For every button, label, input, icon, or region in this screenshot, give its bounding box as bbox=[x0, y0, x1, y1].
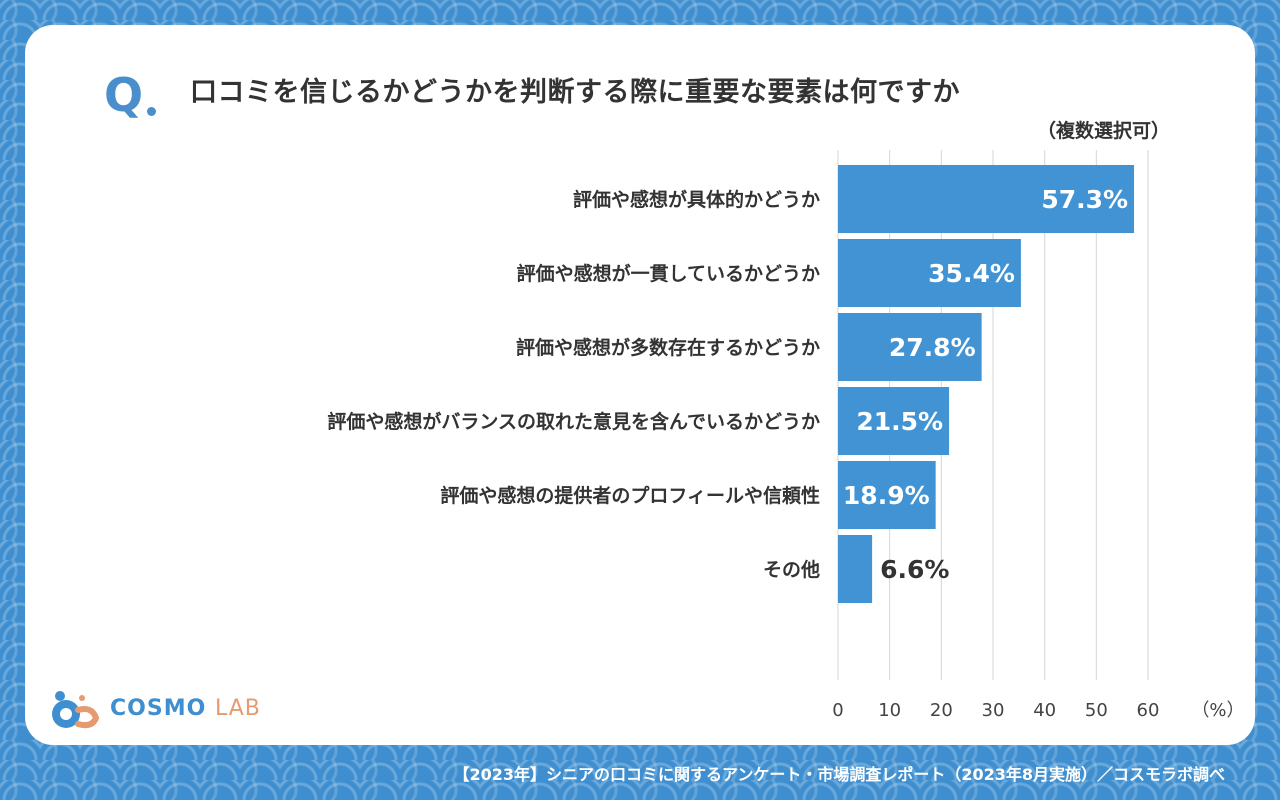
bar bbox=[838, 535, 873, 603]
bar-value-label: 57.3% bbox=[1041, 185, 1128, 214]
category-label: 評価や感想がバランスの取れた意見を含んでいるかどうか bbox=[327, 410, 820, 433]
category-label: 評価や感想が具体的かどうか bbox=[573, 188, 820, 211]
x-tick-label: 30 bbox=[982, 700, 1005, 721]
bar bbox=[838, 387, 950, 455]
bar-value-label: 35.4% bbox=[928, 259, 1015, 288]
question-mark-dot bbox=[147, 107, 156, 116]
x-tick-label: 40 bbox=[1033, 700, 1056, 721]
bar-value-label: 27.8% bbox=[889, 333, 976, 362]
bar-value-label: 18.9% bbox=[843, 481, 930, 510]
category-label: その他 bbox=[763, 558, 820, 581]
logo-mark-icon bbox=[52, 691, 100, 729]
cosmo-lab-logo: COSMO LAB bbox=[48, 688, 260, 732]
card-panel bbox=[25, 25, 1255, 745]
logo-lab: LAB bbox=[214, 696, 261, 721]
bar-value-label: 6.6% bbox=[880, 555, 949, 584]
bar bbox=[838, 165, 1135, 233]
bars: 57.3% 35.4% 27.8% 21.5% 18.9% 6.6% bbox=[838, 165, 1135, 603]
source-footnote: 【2023年】シニアの口コミに関するアンケート・市場調査レポート（2023年8月… bbox=[453, 765, 1225, 784]
x-tick-label: 60 bbox=[1137, 700, 1160, 721]
x-tick-label: 20 bbox=[930, 700, 953, 721]
x-axis-ticks: 0 10 20 30 40 50 60 （%） bbox=[832, 700, 1244, 721]
bar bbox=[838, 461, 936, 529]
x-tick-label: 0 bbox=[832, 700, 843, 721]
bar bbox=[838, 239, 1021, 307]
category-label: 評価や感想が多数存在するかどうか bbox=[516, 336, 820, 359]
question-note: （複数選択可） bbox=[1036, 120, 1170, 142]
x-tick-label: 50 bbox=[1085, 700, 1108, 721]
logo-cosmo: COSMO bbox=[110, 696, 207, 721]
question-mark: Q bbox=[104, 68, 144, 122]
category-labels: 評価や感想が具体的かどうか評価や感想が一貫しているかどうか評価や感想が多数存在す… bbox=[327, 188, 820, 581]
category-label: 評価や感想の提供者のプロフィールや信頼性 bbox=[440, 484, 820, 507]
category-label: 評価や感想が一貫しているかどうか bbox=[517, 262, 820, 285]
logo-text: COSMO LAB bbox=[110, 696, 261, 721]
question-title: 口コミを信じるかどうかを判断する際に重要な要素は何ですか bbox=[190, 77, 960, 108]
x-axis-unit-label: （%） bbox=[1191, 700, 1244, 721]
bar bbox=[838, 313, 982, 381]
x-tick-label: 10 bbox=[878, 700, 901, 721]
bar-value-label: 21.5% bbox=[856, 407, 943, 436]
